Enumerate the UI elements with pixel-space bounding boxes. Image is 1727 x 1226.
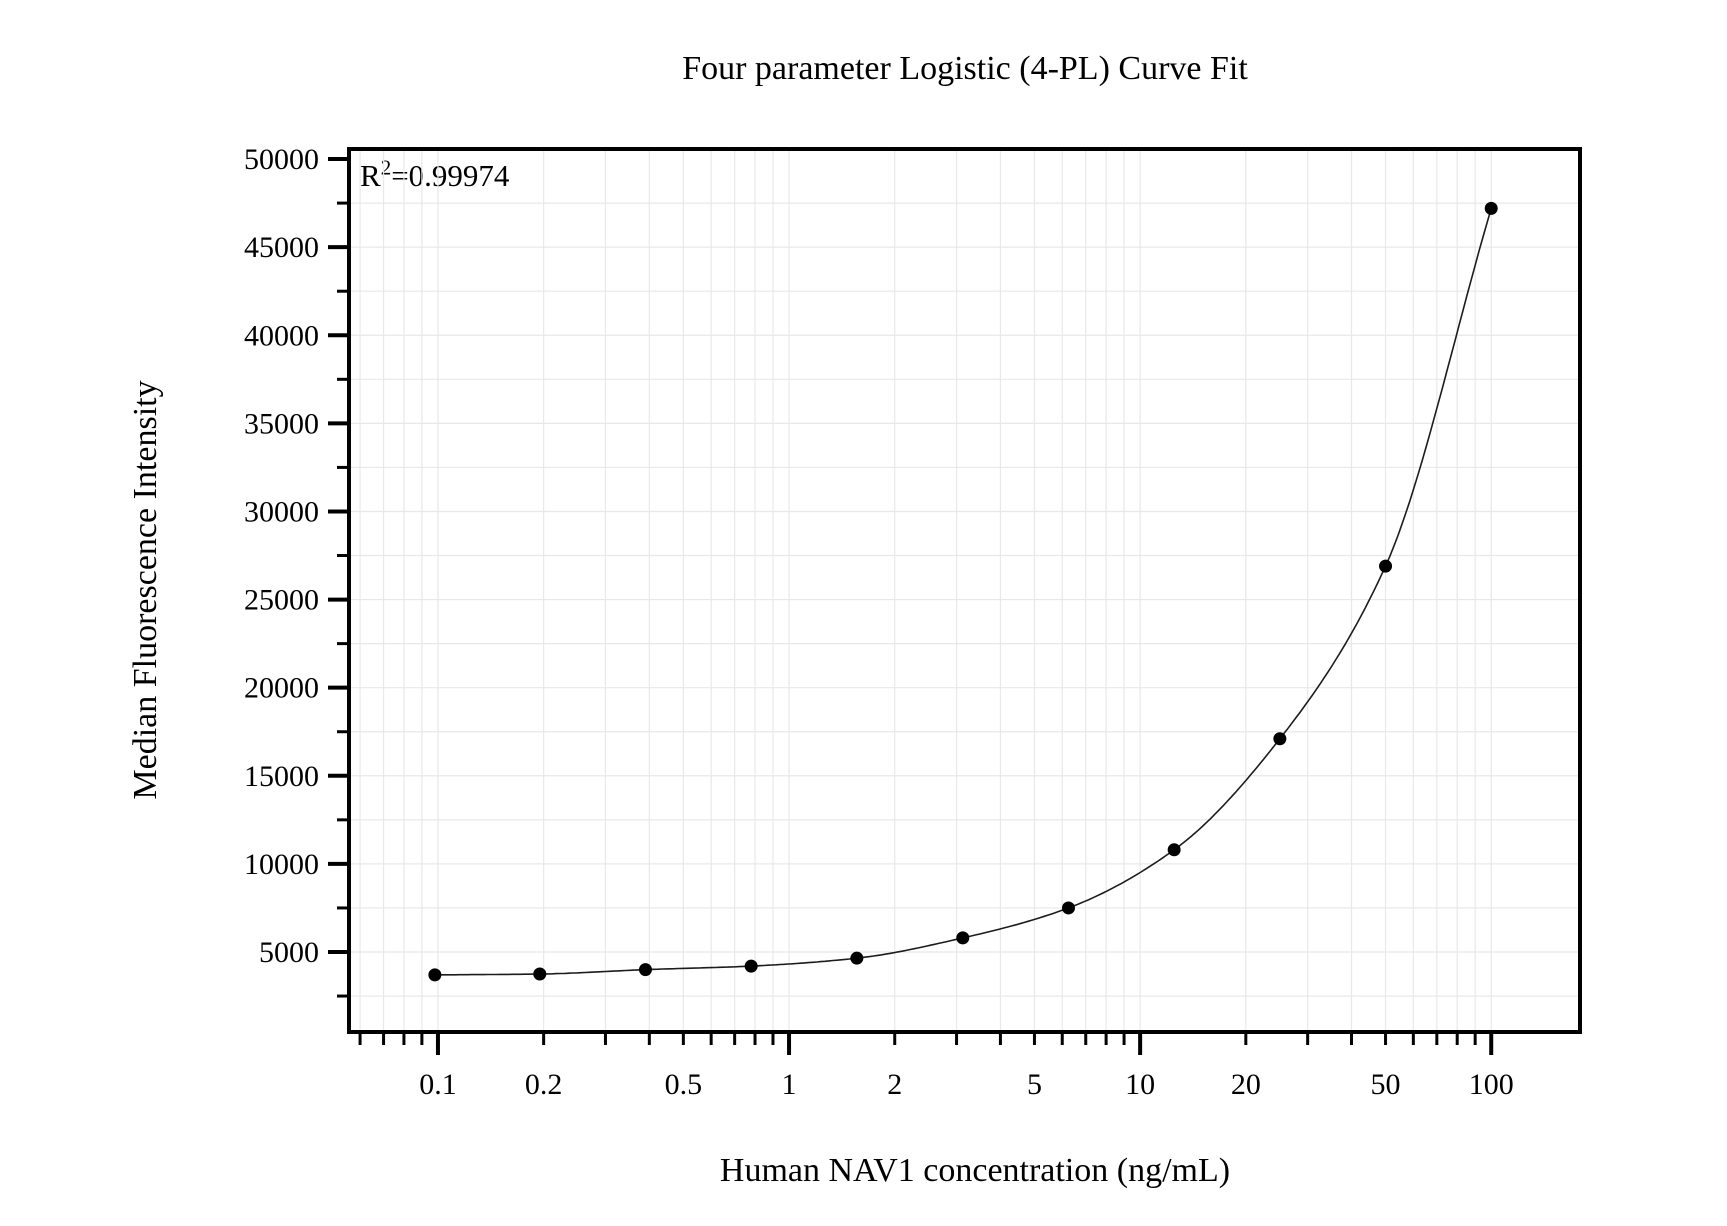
data-point (744, 959, 758, 973)
r-squared-prefix: R (360, 158, 381, 193)
tick-label: 20 (1231, 1068, 1261, 1101)
tick-labels: 0.1 0.2 0.5 1 2 5 10 20 50 100 5000 10000 15000 20000… (244, 143, 1514, 1101)
tick-label: 5000 (259, 936, 319, 969)
data-point (1061, 901, 1075, 915)
tick-label: 5 (1027, 1068, 1042, 1101)
tick-label: 40000 (244, 319, 319, 352)
tick-label: 10 (1125, 1068, 1155, 1101)
r-squared-annotation: R2=0.99974 (360, 155, 510, 194)
data-point (850, 951, 864, 965)
tick-label: 50 (1371, 1068, 1401, 1101)
x-axis-title: Human NAV1 concentration (ng/mL) (719, 1152, 1231, 1189)
data-point (428, 968, 442, 982)
data-point (1273, 732, 1287, 746)
data-point (1167, 843, 1181, 857)
plot-frame (347, 147, 1582, 1034)
fit-curve (434, 208, 1492, 976)
tick-label: 10000 (244, 848, 319, 881)
tick-label: 25000 (244, 584, 319, 617)
tick-label: 35000 (244, 407, 319, 440)
tick-label: 0.2 (525, 1068, 563, 1101)
axis-ticks (328, 157, 1494, 1055)
tick-label: 45000 (244, 231, 319, 264)
tick-label: 1 (782, 1068, 797, 1101)
grid-lines (349, 149, 1580, 1032)
data-point (1379, 559, 1393, 573)
chart-title: Four parameter Logistic (4-PL) Curve Fit (682, 50, 1248, 87)
tick-label: 0.5 (665, 1068, 703, 1101)
tick-label: 15000 (244, 760, 319, 793)
r-squared-superscript: 2 (380, 155, 392, 180)
tick-label: 50000 (244, 143, 319, 176)
r-squared-value: =0.99974 (391, 158, 510, 193)
tick-label: 0.1 (419, 1068, 457, 1101)
data-point (533, 967, 547, 981)
data-points (428, 201, 1498, 982)
tick-label: 30000 (244, 495, 319, 528)
tick-label: 2 (887, 1068, 902, 1101)
data-point (956, 931, 970, 945)
tick-label: 100 (1469, 1068, 1514, 1101)
data-point (1484, 201, 1498, 215)
data-point (638, 963, 652, 977)
tick-label: 20000 (244, 672, 319, 705)
